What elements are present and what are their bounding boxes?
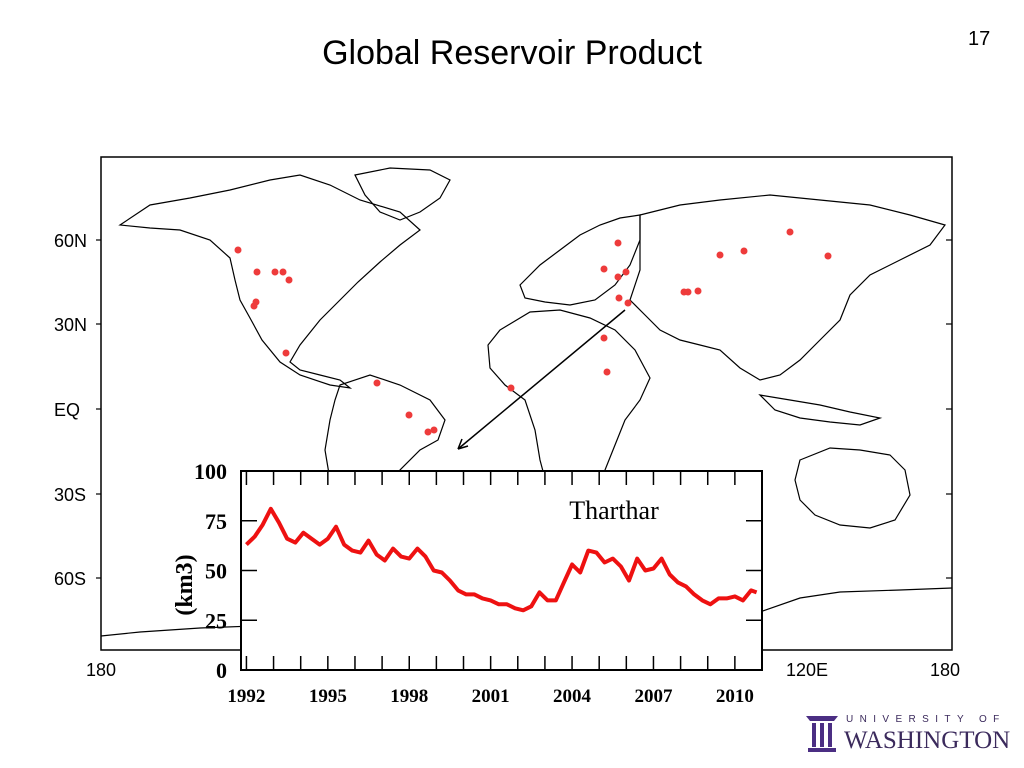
- y-tick-label: 25: [205, 608, 227, 633]
- y-tick-label: 0: [216, 658, 227, 683]
- slide-number: 17: [968, 28, 991, 50]
- lat-label-eq: EQ: [54, 400, 81, 420]
- reservoir-marker: [234, 246, 242, 254]
- indonesia-outline: [758, 394, 883, 426]
- lat-label-30n: 30N: [54, 315, 88, 335]
- reservoir-marker: [786, 228, 794, 236]
- reservoir-marker: [624, 299, 632, 307]
- reservoir-marker: [279, 268, 287, 276]
- y-tick-label: 100: [194, 459, 227, 484]
- lon-label-120e: 120E: [786, 660, 829, 680]
- reservoir-marker: [405, 411, 413, 419]
- inset-x-tick-labels: 1992 1995 1998 2001 2004 2007 2010: [227, 686, 753, 707]
- reservoir-marker: [694, 287, 702, 295]
- greenland-outline: [354, 167, 451, 221]
- reservoir-marker: [285, 276, 293, 284]
- reservoir-marker: [600, 265, 608, 273]
- y-tick-label: 75: [205, 509, 227, 534]
- reservoir-markers: [234, 228, 832, 436]
- reservoir-marker: [430, 426, 438, 434]
- map-ticks: [96, 239, 952, 579]
- reservoir-marker: [622, 268, 630, 276]
- reservoir-marker: [740, 247, 748, 255]
- x-tick-label: 2004: [553, 686, 592, 707]
- inset-ticks: [241, 470, 762, 671]
- lat-label-30s: 30S: [54, 485, 87, 505]
- australia-outline: [794, 447, 911, 529]
- callout-arrow: [457, 309, 626, 450]
- reservoir-marker: [684, 288, 692, 296]
- y-tick-label: 50: [205, 559, 227, 584]
- inset-y-axis-label: (km3): [172, 554, 198, 615]
- reservoir-marker: [507, 384, 515, 392]
- reservoir-marker: [600, 334, 608, 342]
- reservoir-marker: [282, 349, 290, 357]
- reservoir-marker: [271, 268, 279, 276]
- reservoir-marker: [250, 302, 258, 310]
- slide-title: Global Reservoir Product: [322, 34, 702, 72]
- x-tick-label: 1995: [309, 686, 347, 707]
- lat-label-60s: 60S: [54, 569, 87, 589]
- reservoir-marker: [373, 379, 381, 387]
- inset-y-tick-labels: 0 25 50 75 100: [194, 459, 227, 683]
- reservoir-marker: [614, 239, 622, 247]
- reservoir-marker: [614, 273, 622, 281]
- reservoir-marker: [424, 428, 432, 436]
- lon-label-180e: 180: [930, 660, 961, 680]
- lon-label-180w: 180: [86, 660, 117, 680]
- x-tick-label: 1992: [227, 686, 265, 707]
- reservoir-marker: [253, 268, 261, 276]
- reservoir-marker: [716, 251, 724, 259]
- uw-pillar-icon: [806, 716, 838, 752]
- uw-logo-bottom-wordmark: WASHINGTON: [844, 727, 1011, 754]
- asia-outline: [629, 194, 947, 381]
- uw-logo: UNIVERSITY OF WASHINGTON: [804, 712, 1014, 756]
- uw-logo-top-wordmark: UNIVERSITY OF: [846, 714, 1006, 725]
- reservoir-marker: [824, 252, 832, 260]
- north-america-outline: [118, 174, 421, 389]
- lat-label-60n: 60N: [54, 231, 88, 251]
- x-tick-label: 2010: [716, 686, 754, 707]
- reservoir-marker: [603, 368, 611, 376]
- x-tick-label: 2001: [472, 686, 510, 707]
- x-tick-label: 2007: [634, 686, 673, 707]
- inset-title: Tharthar: [569, 496, 659, 525]
- x-tick-label: 1998: [390, 686, 428, 707]
- tharthar-storage-line: [245, 506, 758, 613]
- inset-frame: [240, 470, 763, 671]
- reservoir-marker: [615, 294, 623, 302]
